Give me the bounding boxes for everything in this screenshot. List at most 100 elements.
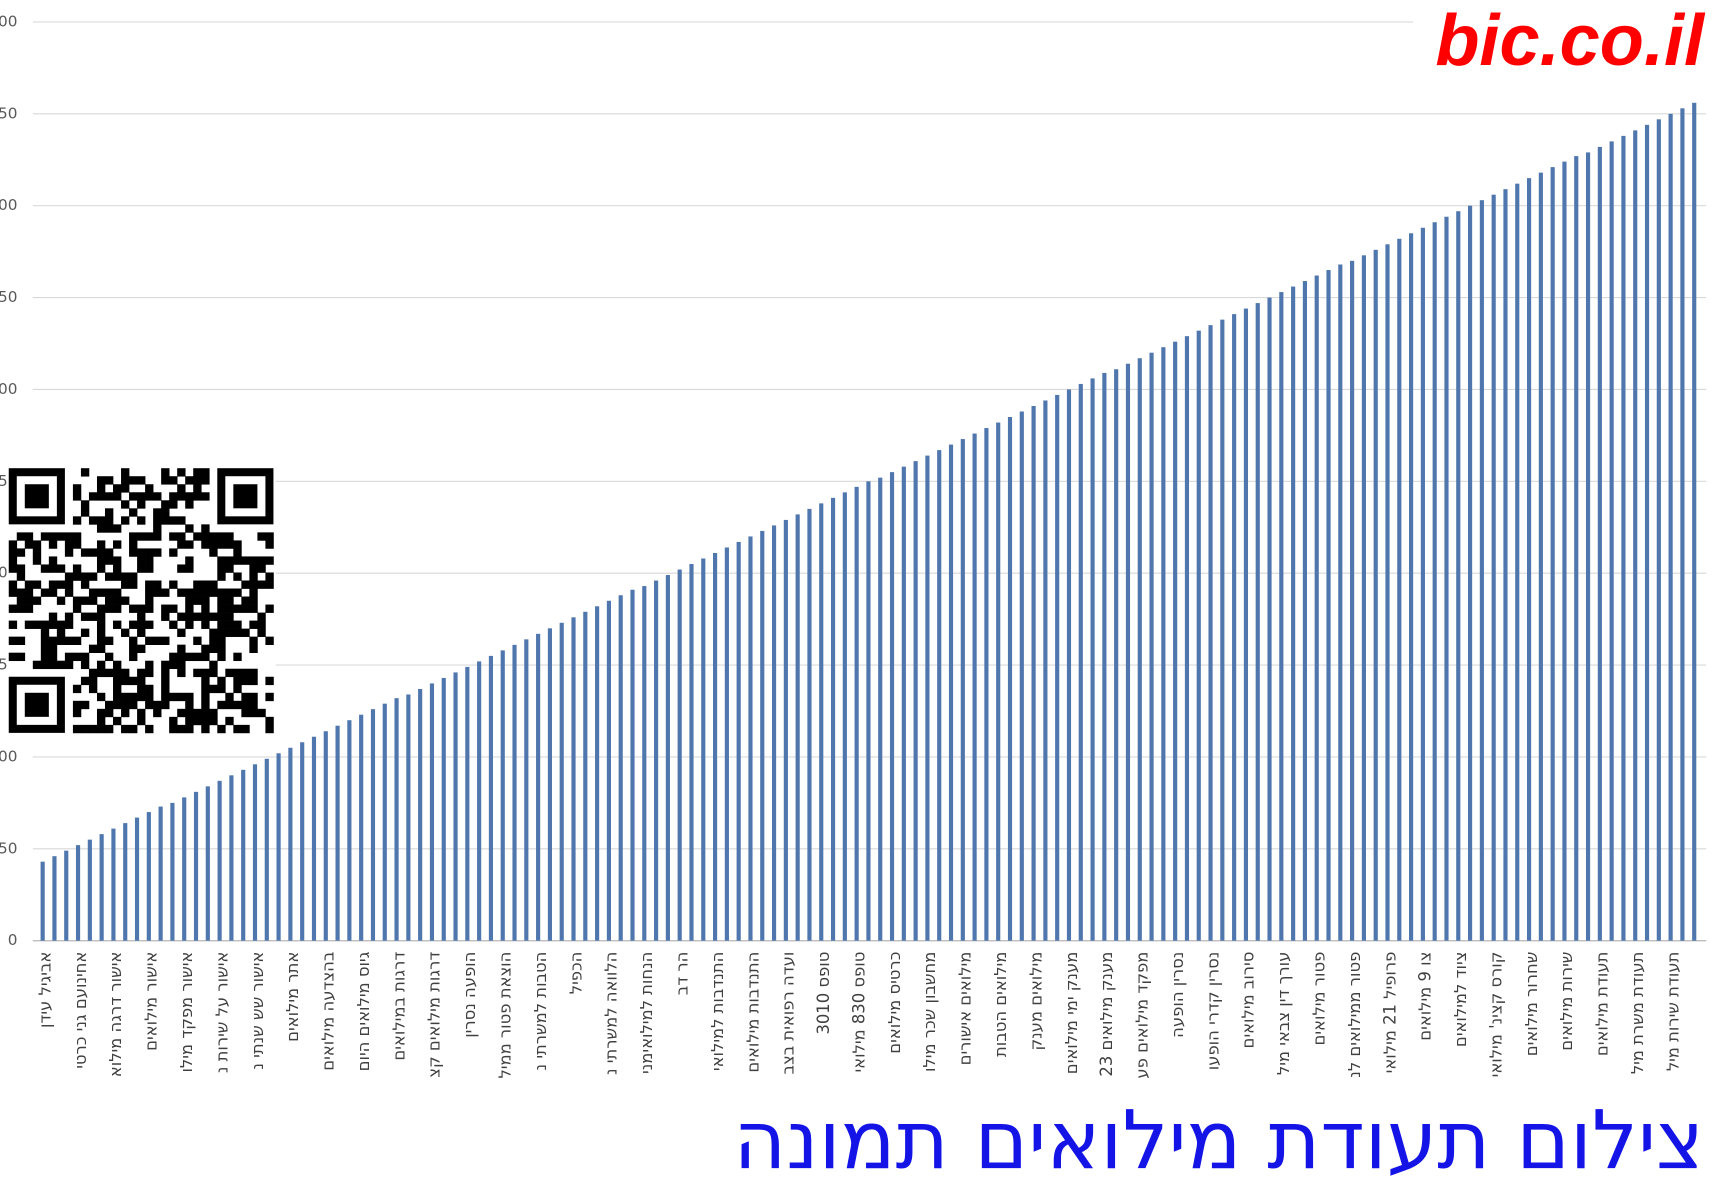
qr-module [113, 596, 122, 605]
qr-module [48, 636, 58, 645]
bar [1184, 336, 1190, 941]
qr-module [185, 588, 194, 597]
qr-module [64, 580, 74, 589]
qr-module [209, 660, 218, 670]
qr-module [32, 556, 42, 565]
qr-module [225, 556, 234, 565]
bar [842, 492, 847, 941]
bar [1007, 417, 1013, 941]
bar [1456, 211, 1461, 941]
x-tick-label: דרגות במילואים [389, 952, 408, 1061]
qr-module [8, 564, 18, 573]
bar [913, 461, 918, 941]
qr-module [209, 684, 218, 694]
qr-module [217, 724, 226, 734]
qr-module [113, 692, 122, 702]
qr-module [72, 572, 82, 581]
bar [1479, 200, 1484, 941]
qr-module [105, 524, 114, 533]
bar [713, 552, 718, 941]
qr-module [153, 636, 162, 645]
qr-module [249, 708, 258, 718]
bar [1633, 130, 1638, 941]
qr-module [265, 716, 274, 726]
qr-module [121, 700, 130, 710]
bar [1644, 124, 1650, 941]
qr-module [185, 596, 194, 605]
qr-module [145, 492, 154, 501]
bar [500, 650, 505, 941]
qr-module [201, 620, 210, 629]
x-tick-label: אביגיל עידן [35, 952, 54, 1028]
x-tick-label: הר דב [672, 952, 691, 996]
x-tick-label: הטבות למשרתי נ [531, 952, 550, 1071]
bar [1432, 222, 1437, 941]
qr-module [193, 492, 202, 501]
qr-module [257, 556, 266, 565]
qr-module [113, 700, 122, 710]
qr-module [225, 620, 234, 629]
qr-module [145, 564, 154, 573]
qr-module [64, 532, 74, 541]
chart-title: צילום תעודת מילואים תמונה [733, 1094, 1704, 1188]
qr-module [249, 572, 258, 581]
y-tick-label: 300 [0, 380, 18, 398]
qr-module [137, 644, 146, 654]
bar [1680, 108, 1685, 941]
qr-module [193, 484, 202, 493]
bar [111, 828, 116, 941]
bar [99, 834, 104, 941]
qr-module [241, 596, 250, 605]
qr-module [249, 668, 258, 678]
qr-module [113, 572, 122, 581]
qr-module [193, 588, 202, 597]
qr-module [177, 660, 186, 670]
qr-module [88, 572, 98, 581]
qr-module [233, 628, 242, 637]
bar [1279, 292, 1284, 941]
x-tick-label: התנדבות מילואים [743, 952, 762, 1073]
qr-module [201, 724, 210, 734]
qr-module [32, 580, 42, 589]
bar [477, 661, 482, 941]
bar [217, 780, 222, 941]
qr-module [169, 692, 178, 702]
qr-module [225, 628, 234, 637]
qr-module [161, 668, 170, 678]
x-tick-label: אישור מילואים [142, 952, 161, 1051]
qr-module [225, 668, 234, 678]
qr-module [161, 604, 170, 613]
qr-module [185, 492, 194, 501]
qr-module [153, 700, 162, 710]
qr-module [96, 588, 106, 597]
qr-module [153, 524, 162, 533]
qr-module [80, 508, 90, 517]
qr-module [265, 572, 274, 581]
qr-module [241, 604, 250, 613]
bar [359, 714, 364, 941]
bar [630, 589, 635, 941]
qr-module [64, 660, 74, 670]
qr-module [249, 588, 258, 597]
qr-module [209, 532, 218, 541]
qr-module [72, 604, 82, 613]
qr-module [121, 468, 130, 477]
qr-module [64, 652, 74, 662]
qr-module [225, 532, 234, 541]
qr-module [40, 588, 50, 597]
qr-module [265, 604, 274, 613]
qr-module [145, 636, 154, 645]
qr-module [137, 564, 146, 573]
qr-module [177, 540, 186, 549]
qr-module [88, 548, 98, 557]
qr-module [249, 636, 258, 645]
qr-module [8, 652, 18, 662]
qr-module [113, 556, 122, 565]
x-tick-label: בהצדעה מילואים [319, 952, 338, 1071]
qr-module [249, 564, 258, 573]
qr-module [257, 564, 266, 573]
qr-module [56, 564, 66, 573]
qr-module [72, 652, 82, 662]
qr-module [121, 516, 130, 525]
qr-module [217, 564, 226, 573]
